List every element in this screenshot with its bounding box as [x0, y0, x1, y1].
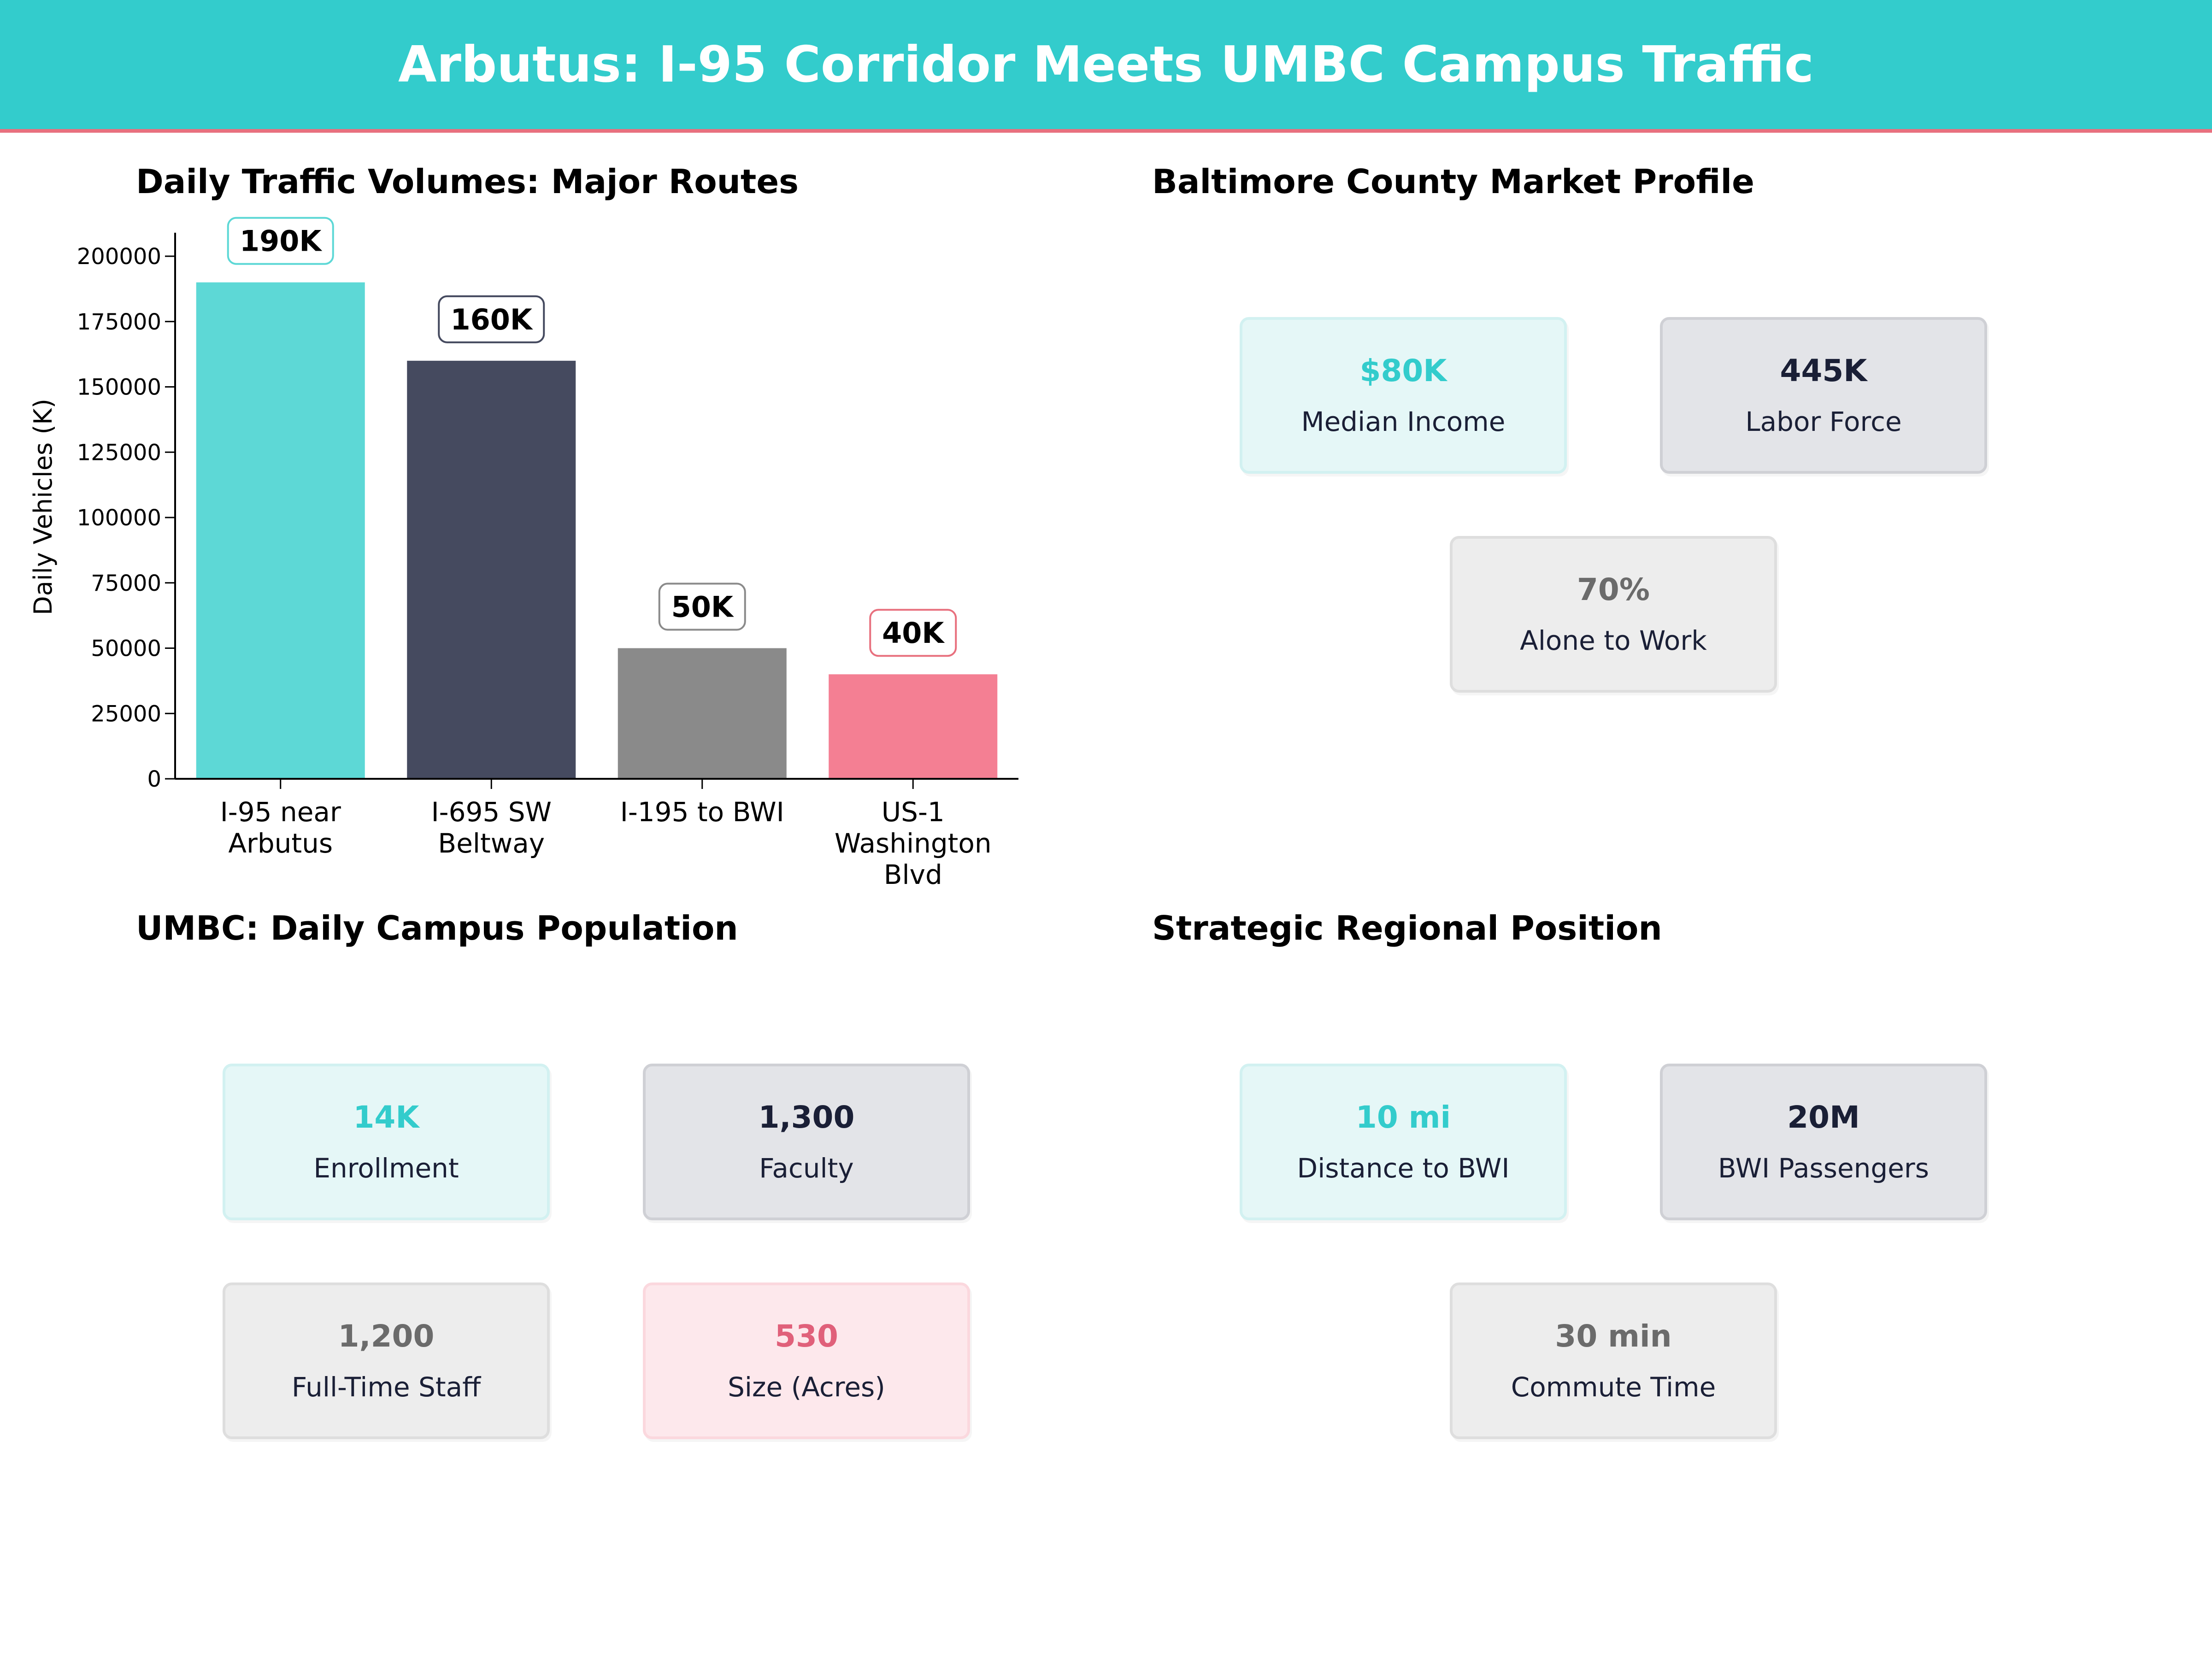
card-label: Labor Force: [1745, 406, 1902, 437]
y-tick-label: 75000: [91, 571, 161, 596]
data-labels: 190K 160K 50K 40K: [227, 217, 957, 657]
data-label: 40K: [882, 616, 945, 650]
data-label: 160K: [451, 303, 533, 336]
regional-card-commute: 30 min Commute Time: [1450, 1282, 1777, 1439]
card-value: 14K: [353, 1100, 419, 1135]
card-label: Full-Time Staff: [291, 1371, 481, 1403]
y-tick-label: 150000: [77, 375, 161, 400]
card-value: 445K: [1780, 353, 1867, 388]
bar: [407, 360, 576, 779]
market-card-income: $80K Median Income: [1240, 317, 1567, 474]
umbc-card-staff: 1,200 Full-Time Staff: [223, 1282, 550, 1439]
market-card-labor: 445K Labor Force: [1660, 317, 1987, 474]
bar: [196, 282, 365, 779]
bar-chart: 0 25000 50000 75000 100000 125000 150000 175000…: [29, 217, 1018, 890]
regional-title: Strategic Regional Position: [1152, 909, 1662, 947]
card-value: 10 mi: [1355, 1100, 1451, 1135]
card-value: 20M: [1787, 1100, 1860, 1135]
card-label: Enrollment: [313, 1153, 459, 1184]
y-tick-label: 125000: [77, 440, 161, 465]
regional-card-distance: 10 mi Distance to BWI: [1240, 1064, 1567, 1220]
umbc-card-size: 530 Size (Acres): [643, 1282, 970, 1439]
card-value: 70%: [1577, 572, 1650, 607]
y-axis: 0 25000 50000 75000 100000 125000 150000 175000…: [77, 233, 176, 792]
card-label: Faculty: [759, 1153, 854, 1184]
x-axis: I-95 near Arbutus I-695 SW Beltway I-195 to …: [175, 778, 1018, 890]
market-card-commute-mode: 70% Alone to Work: [1450, 536, 1777, 693]
data-label: 50K: [671, 590, 734, 624]
umbc-title: UMBC: Daily Campus Population: [136, 909, 738, 947]
y-tick-label: 0: [147, 766, 161, 792]
x-tick-label: US-1 Washington Blvd: [835, 796, 992, 890]
card-value: 530: [775, 1318, 838, 1354]
umbc-card-faculty: 1,300 Faculty: [643, 1064, 970, 1220]
card-label: Commute Time: [1511, 1371, 1716, 1403]
bars: [196, 282, 998, 779]
data-label-box: [658, 582, 746, 631]
x-tick-label: I-195 to BWI: [620, 796, 784, 828]
x-tick-label: I-695 SW Beltway: [431, 796, 552, 859]
card-label: Alone to Work: [1520, 625, 1707, 656]
page-title: Arbutus: I-95 Corridor Meets UMBC Campus…: [398, 35, 1814, 94]
y-tick-label: 100000: [77, 505, 161, 531]
card-value: $80K: [1359, 353, 1447, 388]
card-label: BWI Passengers: [1718, 1153, 1929, 1184]
x-tick-label: I-95 near Arbutus: [220, 796, 341, 859]
y-axis-label: Daily Vehicles (K): [29, 399, 58, 615]
data-label: 190K: [240, 224, 322, 258]
y-tick-label: 50000: [91, 636, 161, 662]
y-tick-label: 200000: [77, 244, 161, 270]
data-label-box: [869, 609, 957, 657]
card-value: 1,200: [338, 1318, 435, 1354]
card-value: 30 min: [1555, 1318, 1672, 1354]
data-label-box: [227, 217, 334, 265]
umbc-card-enrollment: 14K Enrollment: [223, 1064, 550, 1220]
title-banner: Arbutus: I-95 Corridor Meets UMBC Campus…: [0, 0, 2212, 133]
bar: [618, 648, 787, 779]
regional-card-passengers: 20M BWI Passengers: [1660, 1064, 1987, 1220]
y-tick-label: 175000: [77, 309, 161, 335]
bar: [829, 674, 998, 779]
market-title: Baltimore County Market Profile: [1152, 162, 1755, 201]
card-value: 1,300: [758, 1100, 855, 1135]
data-label-box: [438, 295, 545, 343]
card-label: Size (Acres): [728, 1371, 885, 1403]
card-label: Distance to BWI: [1297, 1153, 1510, 1184]
y-tick-label: 25000: [91, 701, 161, 727]
card-label: Median Income: [1301, 406, 1506, 437]
